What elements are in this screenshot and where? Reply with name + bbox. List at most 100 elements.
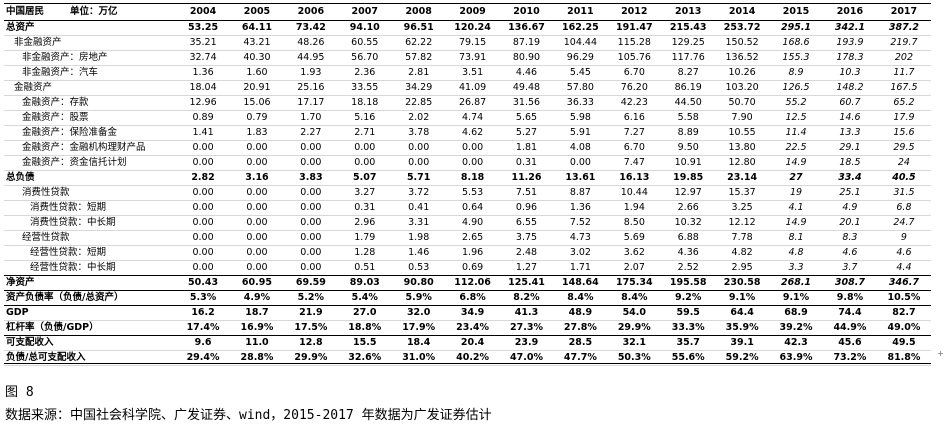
value-cell: 6.70 xyxy=(607,140,662,156)
value-cell: 3.51 xyxy=(445,65,500,81)
value-cell: 9.1% xyxy=(769,290,823,306)
value-cell: 148.2 xyxy=(822,80,877,96)
value-cell: 9.8% xyxy=(822,290,877,306)
value-cell: 7.47 xyxy=(607,155,662,171)
table-row: 净资产 50.43 60.95 69.59 89.03 90.80 112.06 125.41… xyxy=(4,275,931,291)
value-cell: 3.83 xyxy=(283,170,338,186)
value-cell: 9.2% xyxy=(661,290,716,306)
value-cell: 8.1 xyxy=(769,230,823,246)
value-cell: 24 xyxy=(876,155,931,171)
value-cell: 6.8 xyxy=(876,200,931,216)
value-cell: 55.2 xyxy=(769,95,823,111)
value-cell: 6.16 xyxy=(607,110,662,126)
value-cell: 195.58 xyxy=(661,275,716,291)
value-cell: 4.4 xyxy=(876,260,931,276)
value-cell: 32.1 xyxy=(607,335,662,351)
value-cell: 8.89 xyxy=(661,125,716,141)
value-cell: 15.06 xyxy=(230,95,284,111)
value-cell: 12.8 xyxy=(283,335,338,351)
value-cell: 10.44 xyxy=(607,185,662,201)
value-cell: 219.7 xyxy=(876,35,931,51)
value-cell: 7.51 xyxy=(499,185,554,201)
value-cell: 27.3% xyxy=(499,320,554,336)
table-row: 总资产 53.25 64.11 73.42 94.10 96.51 120.24 136.67… xyxy=(4,20,931,36)
value-cell: 162.25 xyxy=(553,20,608,36)
value-cell: 136.67 xyxy=(499,20,554,36)
value-cell: 1.70 xyxy=(283,110,338,126)
header-corner-cell: 中国居民 单位：万亿 xyxy=(4,4,177,21)
value-cell: 5.27 xyxy=(499,125,554,141)
value-cell: 29.1 xyxy=(822,140,877,156)
value-cell: 1.36 xyxy=(553,200,608,216)
value-cell: 6.88 xyxy=(661,230,716,246)
value-cell: 13.3 xyxy=(822,125,877,141)
value-cell: 0.00 xyxy=(176,155,230,171)
value-cell: 28.5 xyxy=(553,335,608,351)
value-cell: 18.7 xyxy=(230,305,284,321)
value-cell: 13.61 xyxy=(553,170,608,186)
value-cell: 2.82 xyxy=(176,170,230,186)
value-cell: 14.9 xyxy=(769,215,823,231)
value-cell: 3.75 xyxy=(499,230,554,246)
table-row: 金融资产：股票 0.89 0.79 1.70 5.16 2.02 4.74 5.65 5.98 6… xyxy=(4,110,931,126)
row-label: 金融资产：资金信托计划 xyxy=(4,155,177,171)
value-cell: 0.00 xyxy=(445,155,500,171)
value-cell: 27.8% xyxy=(553,320,608,336)
value-cell: 5.69 xyxy=(607,230,662,246)
value-cell: 16.13 xyxy=(607,170,662,186)
value-cell: 5.71 xyxy=(391,170,446,186)
row-label: 可支配收入 xyxy=(4,335,177,351)
row-label: 净资产 xyxy=(4,275,177,291)
value-cell: 23.9 xyxy=(499,335,554,351)
value-cell: 3.78 xyxy=(391,125,446,141)
table-row: 总负债 2.82 3.16 3.83 5.07 5.71 8.18 11.26 13.61 16.… xyxy=(4,170,931,186)
value-cell: 1.41 xyxy=(176,125,230,141)
value-cell: 50.43 xyxy=(176,275,230,291)
row-label: 金融资产：存款 xyxy=(4,95,177,111)
value-cell: 45.6 xyxy=(822,335,877,351)
value-cell: 120.24 xyxy=(445,20,500,36)
value-cell: 0.00 xyxy=(230,230,284,246)
value-cell: 5.45 xyxy=(553,65,608,81)
value-cell: 126.5 xyxy=(769,80,823,96)
row-label: GDP xyxy=(4,305,177,321)
table-row: 消费性贷款：中长期 0.00 0.00 0.00 2.96 3.31 4.90 6.55 7.5… xyxy=(4,215,931,231)
household-balance-table: 中国居民 单位：万亿 2004 2005 2006 2007 2008 2009 2010 20… xyxy=(4,4,931,366)
value-cell: 0.00 xyxy=(176,230,230,246)
table-row: GDP 16.2 18.7 21.9 27.0 32.0 34.9 41.3 48.9 54.0 5… xyxy=(4,305,931,321)
value-cell: 8.27 xyxy=(661,65,716,81)
value-cell: 3.25 xyxy=(715,200,770,216)
value-cell: 10.55 xyxy=(715,125,770,141)
value-cell: 57.82 xyxy=(391,50,446,66)
value-cell: 5.2% xyxy=(283,290,338,306)
value-cell: 34.9 xyxy=(445,305,500,321)
value-cell: 2.07 xyxy=(607,260,662,276)
value-cell: 23.4% xyxy=(445,320,500,336)
value-cell: 1.79 xyxy=(337,230,392,246)
value-cell: 96.29 xyxy=(553,50,608,66)
value-cell: 35.9% xyxy=(715,320,770,336)
value-cell: 0.00 xyxy=(176,185,230,201)
row-label: 金融资产：股票 xyxy=(4,110,177,126)
value-cell: 387.2 xyxy=(876,20,931,36)
value-cell: 32.6% xyxy=(337,350,392,366)
value-cell: 0.00 xyxy=(283,200,338,216)
value-cell: 35.7 xyxy=(661,335,716,351)
value-cell: 15.37 xyxy=(715,185,770,201)
value-cell: 167.5 xyxy=(876,80,931,96)
table-row: 消费性贷款 0.00 0.00 0.00 3.27 3.72 5.53 7.51 8.87 10.… xyxy=(4,185,931,201)
row-label: 金融资产 xyxy=(4,80,177,96)
value-cell: 3.02 xyxy=(553,245,608,261)
year-header-2006: 2006 xyxy=(283,4,338,21)
value-cell: 94.10 xyxy=(337,20,392,36)
value-cell: 346.7 xyxy=(876,275,931,291)
value-cell: 60.95 xyxy=(230,275,284,291)
table-row: 资产负债率（负债/总资产） 5.3% 4.9% 5.2% 5.4% 5.9% 6.8% 8.2… xyxy=(4,290,931,306)
value-cell: 175.34 xyxy=(607,275,662,291)
value-cell: 14.6 xyxy=(822,110,877,126)
value-cell: 53.25 xyxy=(176,20,230,36)
value-cell: 20.1 xyxy=(822,215,877,231)
value-cell: 17.4% xyxy=(176,320,230,336)
value-cell: 150.52 xyxy=(715,35,770,51)
value-cell: 79.15 xyxy=(445,35,500,51)
